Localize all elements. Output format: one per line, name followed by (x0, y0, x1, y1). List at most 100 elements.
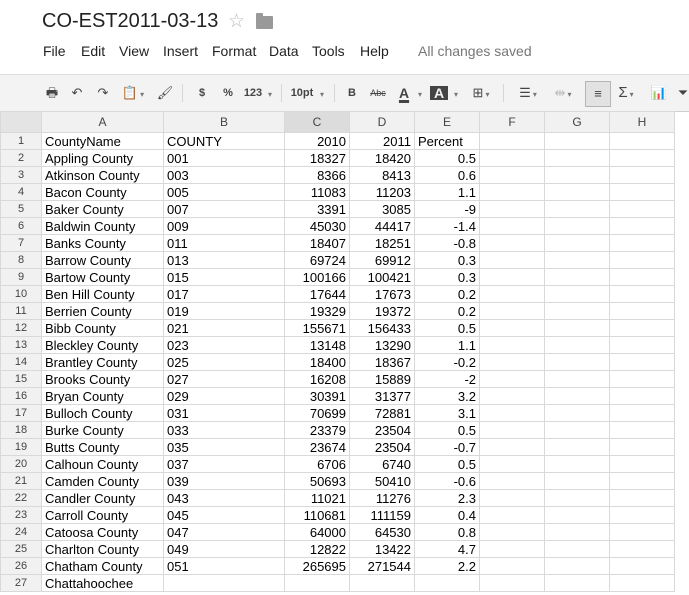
cell[interactable]: 11021 (284, 489, 350, 507)
cell[interactable] (544, 166, 610, 184)
row-number[interactable]: 27 (0, 574, 42, 592)
cell[interactable]: 023 (163, 336, 285, 354)
text-color-button[interactable]: A (398, 85, 410, 101)
cell[interactable]: 039 (163, 472, 285, 490)
cell[interactable] (479, 268, 545, 286)
cell[interactable]: CountyName (41, 132, 164, 150)
cell[interactable] (479, 234, 545, 252)
cell[interactable]: 13422 (349, 540, 415, 558)
cell[interactable]: Catoosa County (41, 523, 164, 541)
cell[interactable] (609, 149, 675, 167)
cell[interactable] (544, 574, 610, 592)
cell[interactable]: 035 (163, 438, 285, 456)
cell[interactable]: 18400 (284, 353, 350, 371)
cell[interactable]: 100421 (349, 268, 415, 286)
cell[interactable]: 029 (163, 387, 285, 405)
cell[interactable] (609, 404, 675, 422)
cell[interactable] (479, 217, 545, 235)
cell[interactable]: Bibb County (41, 319, 164, 337)
cell[interactable]: 011 (163, 234, 285, 252)
cell[interactable]: 2.2 (414, 557, 480, 575)
cell[interactable]: 049 (163, 540, 285, 558)
cell[interactable]: 6740 (349, 455, 415, 473)
percent-button[interactable]: % (223, 87, 233, 99)
cell[interactable]: Banks County (41, 234, 164, 252)
cell[interactable]: -2 (414, 370, 480, 388)
sheet-table[interactable]: A B C D E F G H 1 CountyName COUNTY 2010 201… (0, 111, 675, 592)
cell[interactable] (609, 438, 675, 456)
cell[interactable]: 003 (163, 166, 285, 184)
cell[interactable] (479, 200, 545, 218)
cell[interactable]: 18367 (349, 353, 415, 371)
cell[interactable] (609, 353, 675, 371)
column-header-h[interactable]: H (609, 111, 675, 133)
cell[interactable]: 0.5 (414, 455, 480, 473)
strikethrough-button[interactable]: Abc (370, 88, 386, 98)
cell[interactable] (479, 489, 545, 507)
cell[interactable] (609, 302, 675, 320)
cell[interactable] (609, 455, 675, 473)
cell[interactable] (544, 251, 610, 269)
cell[interactable] (479, 387, 545, 405)
menu-data[interactable]: Data (269, 43, 299, 59)
cell[interactable] (544, 370, 610, 388)
row-number[interactable]: 24 (0, 523, 42, 541)
row-number[interactable]: 5 (0, 200, 42, 218)
cell[interactable]: 025 (163, 353, 285, 371)
cell[interactable] (544, 421, 610, 439)
cell[interactable] (544, 234, 610, 252)
cell[interactable] (479, 319, 545, 337)
font-size-caret[interactable]: ▾ (319, 90, 324, 99)
paste-icon[interactable]: 📋 ▾ (121, 85, 145, 100)
cell[interactable]: 3085 (349, 200, 415, 218)
column-header-g[interactable]: G (544, 111, 610, 133)
cell[interactable]: 037 (163, 455, 285, 473)
cell[interactable]: Burke County (41, 421, 164, 439)
cell[interactable]: Camden County (41, 472, 164, 490)
cell[interactable]: 3.2 (414, 387, 480, 405)
column-header-c[interactable]: C (284, 111, 350, 133)
cell[interactable] (479, 166, 545, 184)
cell[interactable] (479, 506, 545, 524)
menu-format[interactable]: Format (212, 43, 257, 59)
cell[interactable]: 11203 (349, 183, 415, 201)
cell[interactable]: 15889 (349, 370, 415, 388)
cell[interactable] (544, 268, 610, 286)
cell[interactable]: 1.1 (414, 336, 480, 354)
menu-file[interactable]: File (43, 43, 66, 59)
row-number[interactable]: 18 (0, 421, 42, 439)
menu-tools[interactable]: Tools (312, 43, 345, 59)
cell[interactable]: 18420 (349, 149, 415, 167)
cell[interactable]: 45030 (284, 217, 350, 235)
cell[interactable] (609, 336, 675, 354)
cell[interactable]: 009 (163, 217, 285, 235)
cell[interactable] (609, 251, 675, 269)
cell[interactable]: Atkinson County (41, 166, 164, 184)
cell[interactable]: 2010 (284, 132, 350, 150)
cell[interactable]: 19372 (349, 302, 415, 320)
cell[interactable]: 3391 (284, 200, 350, 218)
cell[interactable]: 015 (163, 268, 285, 286)
cell[interactable]: 13148 (284, 336, 350, 354)
cell[interactable]: Berrien County (41, 302, 164, 320)
cell[interactable]: Calhoun County (41, 455, 164, 473)
cell[interactable] (609, 506, 675, 524)
cell[interactable] (609, 489, 675, 507)
cell[interactable]: Baker County (41, 200, 164, 218)
bold-button[interactable]: B (348, 87, 356, 99)
cell[interactable] (479, 353, 545, 371)
cell[interactable]: 69912 (349, 251, 415, 269)
cell[interactable] (544, 200, 610, 218)
fill-color-button[interactable]: A (430, 86, 448, 100)
row-number[interactable]: 4 (0, 183, 42, 201)
cell[interactable]: 0.8 (414, 523, 480, 541)
cell[interactable]: 043 (163, 489, 285, 507)
cell[interactable]: 1.1 (414, 183, 480, 201)
cell[interactable]: 23504 (349, 438, 415, 456)
row-number[interactable]: 15 (0, 370, 42, 388)
cell[interactable] (609, 574, 675, 592)
cell[interactable]: 64530 (349, 523, 415, 541)
cell[interactable]: 23379 (284, 421, 350, 439)
cell[interactable]: 033 (163, 421, 285, 439)
cell[interactable]: 12822 (284, 540, 350, 558)
